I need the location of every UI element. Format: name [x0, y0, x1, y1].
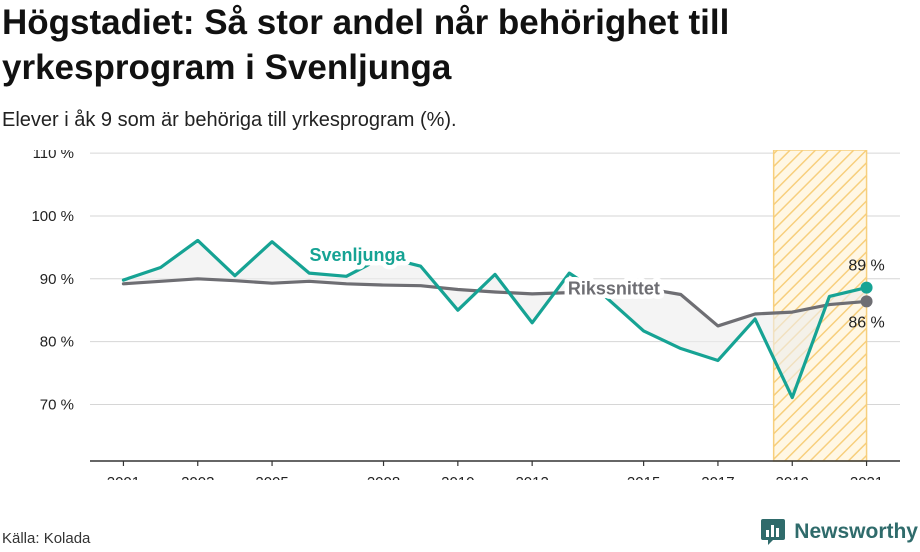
brand-name: Newsworthy	[794, 520, 918, 543]
x-tick-label: 2021	[850, 474, 883, 480]
series-line	[121, 238, 869, 400]
chart-subtitle: Elever i åk 9 som är behöriga till yrkes…	[2, 109, 457, 131]
y-tick-label: 70 %	[40, 396, 74, 413]
x-tick-label: 2019	[776, 474, 809, 480]
series-label-rikssnittet: Rikssnittet	[568, 279, 660, 299]
x-tick-label: 2005	[255, 474, 288, 480]
x-tick-label: 2012	[515, 474, 548, 480]
line-chart: 70 %80 %90 %100 %110 % 20012003200520082…	[31, 150, 900, 480]
brand[interactable]: Newsworthy	[760, 518, 918, 546]
end-label-rikssnittet: 86 %	[848, 314, 884, 331]
chart-title: Högstadiet: Så stor andel når behörighet…	[2, 3, 730, 87]
y-tick-label: 80 %	[40, 334, 74, 351]
y-tick-label: 90 %	[40, 271, 74, 288]
labels: Svenljunga Rikssnittet 89 % 86 %	[305, 241, 885, 332]
end-label-svenljunga: 89 %	[848, 258, 884, 275]
x-axis: 2001 2003 2005 2008 2010 2012 2015 2017 2019 2021	[90, 460, 900, 480]
series-end-point	[860, 295, 873, 308]
y-tick-label: 100 %	[31, 208, 74, 225]
x-tick-label: 2010	[441, 474, 474, 480]
series-end-point	[860, 281, 873, 294]
x-tick-label: 2001	[107, 474, 140, 480]
x-tick-label: 2017	[701, 474, 734, 480]
x-tick-label: 2008	[367, 474, 400, 480]
x-tick-label: 2003	[181, 474, 214, 480]
series-lines	[121, 238, 873, 400]
x-tick-label: 2015	[627, 474, 660, 480]
source-note: Källa: Kolada	[2, 530, 91, 547]
series-line	[121, 277, 869, 328]
y-tick-label: 110 %	[33, 150, 74, 162]
newsworthy-logo-icon	[761, 519, 786, 545]
series-label-svenljunga: Svenljunga	[310, 245, 407, 265]
